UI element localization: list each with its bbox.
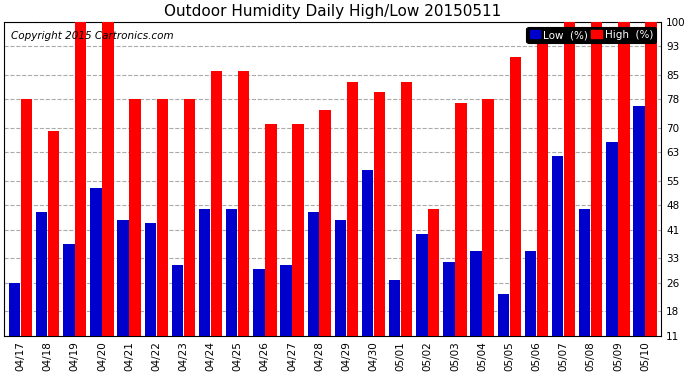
Bar [102, 22, 114, 375]
Bar [618, 22, 629, 375]
Bar [75, 22, 86, 375]
Bar [335, 219, 346, 375]
Bar [401, 82, 413, 375]
Bar [157, 99, 168, 375]
Bar [346, 82, 358, 375]
Bar [607, 142, 618, 375]
Bar [184, 99, 195, 375]
Bar [308, 213, 319, 375]
Bar [172, 266, 183, 375]
Bar [362, 170, 373, 375]
Bar [211, 71, 222, 375]
Title: Outdoor Humidity Daily High/Low 20150511: Outdoor Humidity Daily High/Low 20150511 [164, 4, 502, 19]
Bar [238, 71, 249, 375]
Bar [645, 22, 657, 375]
Bar [552, 156, 563, 375]
Bar [129, 99, 141, 375]
Bar [145, 223, 156, 375]
Bar [471, 251, 482, 375]
Text: Copyright 2015 Cartronics.com: Copyright 2015 Cartronics.com [11, 31, 173, 41]
Legend: Low  (%), High  (%): Low (%), High (%) [526, 27, 656, 43]
Bar [90, 188, 101, 375]
Bar [36, 213, 48, 375]
Bar [265, 124, 277, 375]
Bar [482, 99, 494, 375]
Bar [416, 234, 428, 375]
Bar [293, 124, 304, 375]
Bar [374, 92, 385, 375]
Bar [9, 283, 20, 375]
Bar [63, 244, 75, 375]
Bar [509, 57, 521, 375]
Bar [253, 269, 264, 375]
Bar [199, 209, 210, 375]
Bar [455, 103, 466, 375]
Bar [280, 266, 292, 375]
Bar [319, 110, 331, 375]
Bar [537, 29, 548, 375]
Bar [525, 251, 536, 375]
Bar [591, 22, 602, 375]
Bar [21, 99, 32, 375]
Bar [389, 280, 400, 375]
Bar [633, 106, 644, 375]
Bar [428, 209, 440, 375]
Bar [117, 219, 129, 375]
Bar [497, 294, 509, 375]
Bar [226, 209, 237, 375]
Bar [48, 131, 59, 375]
Bar [579, 209, 591, 375]
Bar [564, 22, 575, 375]
Bar [443, 262, 455, 375]
